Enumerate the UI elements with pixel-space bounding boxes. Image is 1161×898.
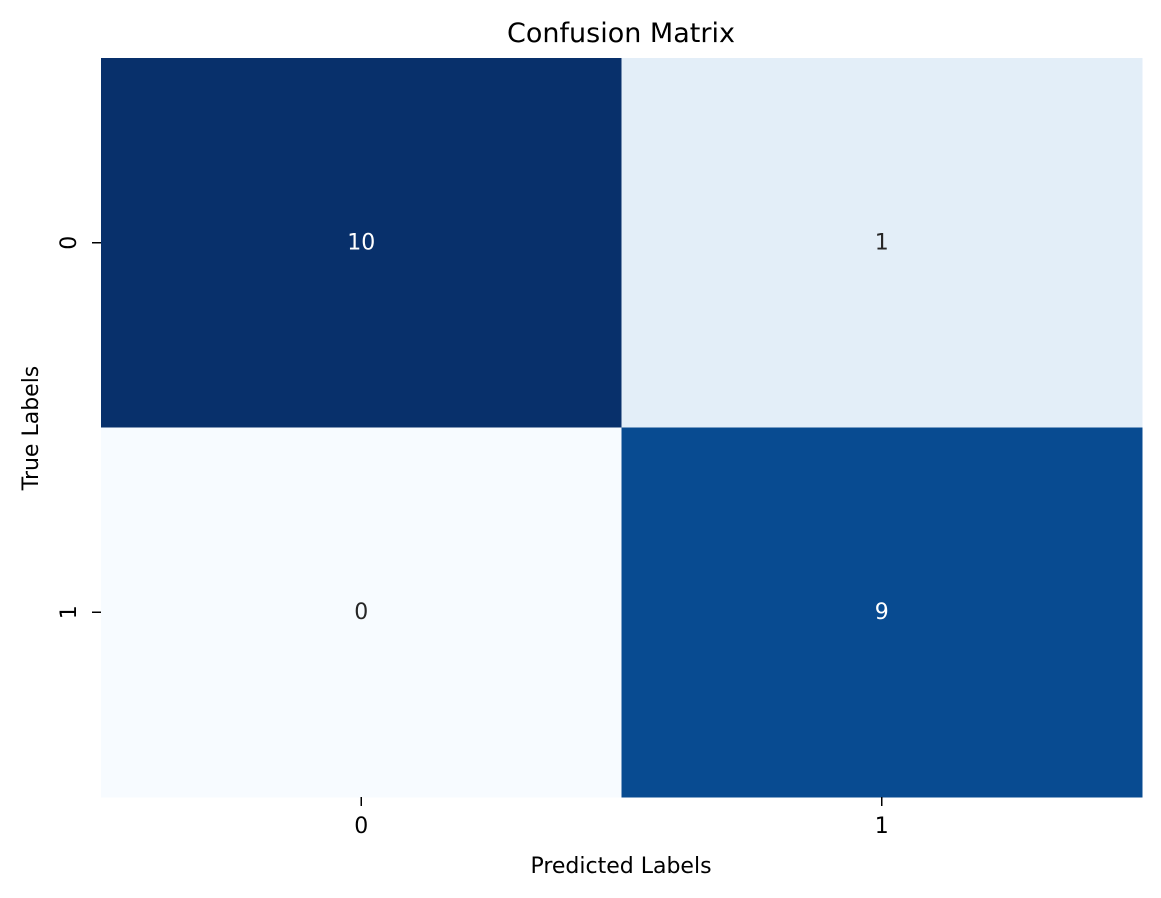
cell-value-1-0: 0 [354,600,368,625]
cell-value-1-1: 9 [875,600,889,625]
heatmap-cell-1-1 [621,427,1143,798]
x-tick-label: 1 [875,814,889,839]
heatmap-cell-0-0 [101,58,622,428]
x-axis-label: Predicted Labels [530,854,711,879]
heatmap-cell-1-0 [101,427,622,798]
cell-value-0-1: 1 [875,230,889,255]
heatmap-cells: 10 10 9 [101,58,1143,798]
chart-title: Confusion Matrix [507,18,735,49]
y-tick-label: 0 [57,236,82,250]
x-tick-label: 0 [354,814,368,839]
y-tick-label: 1 [57,605,82,619]
y-axis-ticks: 01 [57,236,101,619]
y-axis-label: True Labels [19,366,44,492]
cell-value-0-0: 10 [347,230,375,255]
heatmap-cell-0-1 [621,58,1143,428]
